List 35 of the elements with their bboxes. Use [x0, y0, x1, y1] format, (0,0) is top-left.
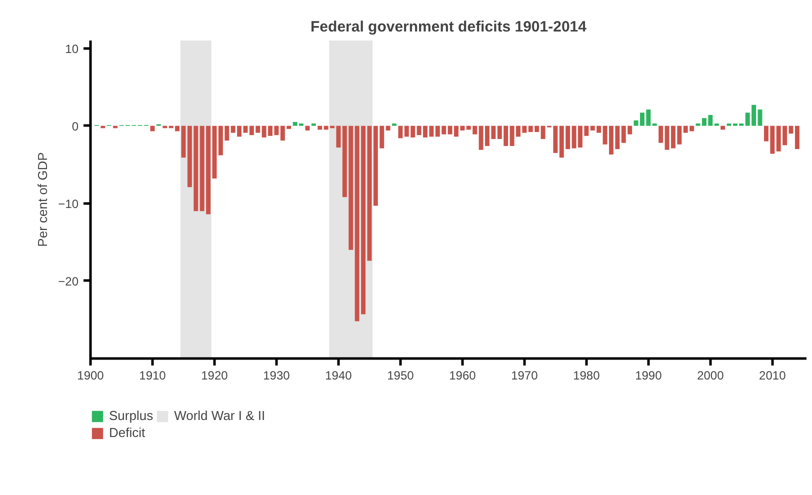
x-tick-label: 1970 — [511, 368, 538, 382]
legend-label: Surplus — [109, 408, 154, 423]
legend-label: World War I & II — [174, 408, 266, 423]
x-tick-label: 1950 — [387, 368, 414, 382]
y-tick-label: 10 — [65, 42, 79, 56]
bar — [652, 123, 657, 126]
bar — [311, 123, 316, 126]
bar — [758, 110, 762, 126]
x-tick-label: 1910 — [139, 368, 166, 382]
bar — [794, 126, 800, 150]
bar — [714, 123, 719, 126]
x-tick-label: 1920 — [201, 368, 228, 382]
bar — [398, 126, 403, 138]
bar — [658, 126, 664, 143]
y-axis-title: Per cent of GDP — [35, 152, 50, 247]
bar — [696, 123, 700, 126]
bar — [305, 126, 310, 130]
x-tick-label: 1960 — [449, 368, 476, 382]
x-tick-label: 1940 — [325, 368, 352, 382]
y-tick-label: 0 — [72, 119, 79, 134]
x-tick-label: 2000 — [697, 368, 724, 382]
bar — [318, 126, 322, 130]
x-tick-label: 1930 — [263, 368, 290, 382]
bar — [386, 126, 390, 130]
x-tick-label: 2010 — [759, 368, 786, 382]
chart-title: Federal government deficits 1901-2014 — [310, 18, 588, 36]
bar — [720, 126, 726, 130]
legend-label: Deficit — [109, 425, 146, 440]
bar — [726, 123, 732, 126]
x-tick-label: 1990 — [635, 368, 662, 382]
bar — [392, 123, 396, 126]
x-tick-label: 1900 — [77, 368, 104, 382]
y-tick-label: −20 — [58, 274, 79, 288]
y-tick-label: −10 — [58, 196, 79, 211]
x-tick-label: 1980 — [573, 368, 600, 382]
